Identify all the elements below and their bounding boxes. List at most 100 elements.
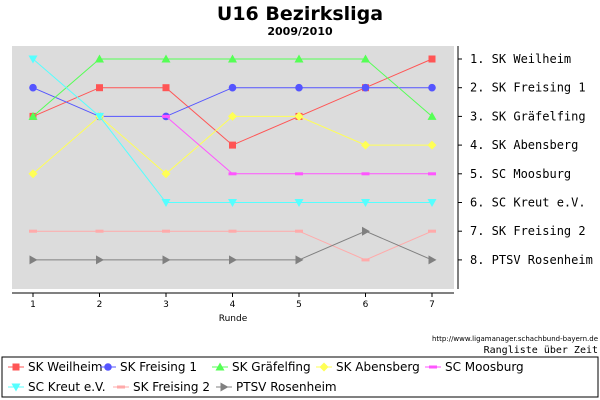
data-point — [228, 111, 237, 121]
data-point — [428, 172, 436, 176]
plot-area — [12, 46, 454, 289]
footnote: Rangliste über Zeit — [484, 345, 598, 356]
legend-box — [1, 356, 599, 398]
rank-label: 5. SC Moosburg — [470, 167, 571, 181]
data-point — [294, 199, 304, 207]
series-6 — [29, 229, 436, 262]
data-point — [28, 169, 38, 179]
data-point — [427, 140, 437, 150]
series-2 — [28, 54, 437, 120]
legend-marker — [11, 383, 21, 392]
x-tick-label: 6 — [363, 300, 369, 310]
legend-item: SC Moosburg — [425, 360, 524, 374]
data-point — [228, 83, 237, 92]
chart-title: U16 Bezirksliga — [217, 3, 383, 25]
series-5 — [28, 55, 437, 207]
series-7 — [29, 226, 437, 265]
data-point — [162, 114, 170, 118]
legend-label: SK Gräfelfing — [232, 360, 311, 374]
legend-label: SC Moosburg — [445, 360, 524, 374]
data-point — [161, 54, 171, 63]
data-point — [96, 84, 103, 92]
data-point — [161, 199, 171, 207]
data-point — [229, 141, 236, 149]
data-point — [29, 83, 37, 92]
legend-item: SK Freising 1 — [100, 360, 197, 374]
data-point — [428, 55, 436, 63]
legend-label: PTSV Rosenheim — [236, 380, 337, 394]
series-4 — [162, 114, 436, 176]
x-tick-label: 1 — [30, 300, 36, 310]
data-point — [362, 226, 370, 236]
data-point — [361, 140, 370, 150]
legend: SK Weilheim SK Freising 1 SK Gräfelfing SK … — [8, 360, 524, 394]
data-point — [95, 229, 104, 233]
legend-item: PTSV Rosenheim — [216, 380, 337, 394]
data-point — [294, 54, 304, 63]
chart-subtitle: 2009/2010 — [267, 25, 333, 38]
legend-label: SK Weilheim — [28, 360, 103, 374]
data-point — [361, 172, 370, 176]
legend-item: SK Gräfelfing — [212, 360, 311, 374]
data-point — [361, 258, 370, 262]
x-tick-label: 4 — [230, 300, 236, 310]
x-tick-label: 7 — [429, 300, 435, 310]
data-point — [162, 84, 170, 92]
data-point — [228, 199, 237, 207]
legend-marker — [215, 362, 225, 371]
data-point — [361, 83, 370, 92]
rank-label: 3. SK Gräfelfing — [470, 109, 586, 123]
legend-item: SK Abensberg — [316, 360, 420, 374]
data-point — [228, 54, 237, 63]
data-point — [162, 229, 170, 233]
legend-marker — [117, 385, 125, 389]
legend-item: SC Kreut e.V. — [8, 380, 106, 394]
data-point — [228, 172, 237, 176]
data-point — [428, 229, 436, 233]
data-point — [229, 255, 237, 265]
data-point — [28, 55, 38, 64]
data-point — [361, 199, 370, 207]
data-point — [295, 229, 303, 233]
data-point — [295, 255, 304, 265]
rank-label: 6. SC Kreut e.V. — [470, 196, 586, 210]
data-point — [161, 169, 171, 179]
data-point — [95, 54, 104, 63]
data-point — [295, 83, 303, 92]
data-point — [295, 172, 303, 176]
x-tick-label: 2 — [97, 300, 103, 310]
rank-label: 8. PTSV Rosenheim — [470, 253, 593, 267]
x-tick-label: 3 — [163, 300, 169, 310]
data-point — [162, 255, 171, 265]
legend-item: SK Freising 2 — [113, 380, 210, 394]
legend-marker — [319, 362, 329, 372]
rank-label: 7. SK Freising 2 — [470, 224, 586, 238]
x-axis-title: Runde — [219, 314, 248, 324]
legend-label: SK Freising 2 — [133, 380, 210, 394]
data-point — [29, 229, 37, 233]
legend-marker — [104, 363, 112, 371]
legend-item: SK Weilheim — [8, 360, 103, 374]
x-tick-label: 5 — [296, 300, 302, 310]
legend-marker — [220, 382, 229, 392]
data-point — [361, 54, 370, 63]
data-point — [427, 199, 437, 207]
series-layer — [28, 54, 437, 265]
data-point — [294, 111, 304, 121]
x-ticks: 1 2 3 4 5 6 7 — [30, 293, 435, 310]
data-point — [428, 255, 437, 265]
legend-label: SK Abensberg — [336, 360, 420, 374]
rank-label: 4. SK Abensberg — [470, 138, 578, 152]
source-url: http://www.ligamanager.schachbund-bayern… — [432, 335, 598, 343]
data-point — [427, 111, 437, 120]
data-point — [28, 111, 38, 120]
legend-label: SC Kreut e.V. — [28, 380, 106, 394]
rank-label: 2. SK Freising 1 — [470, 81, 586, 95]
legend-marker — [429, 365, 437, 369]
data-point — [228, 229, 237, 233]
data-point — [95, 112, 104, 121]
legend-marker — [12, 363, 20, 371]
data-point — [96, 255, 104, 265]
rank-label: 1. SK Weilheim — [470, 52, 571, 66]
